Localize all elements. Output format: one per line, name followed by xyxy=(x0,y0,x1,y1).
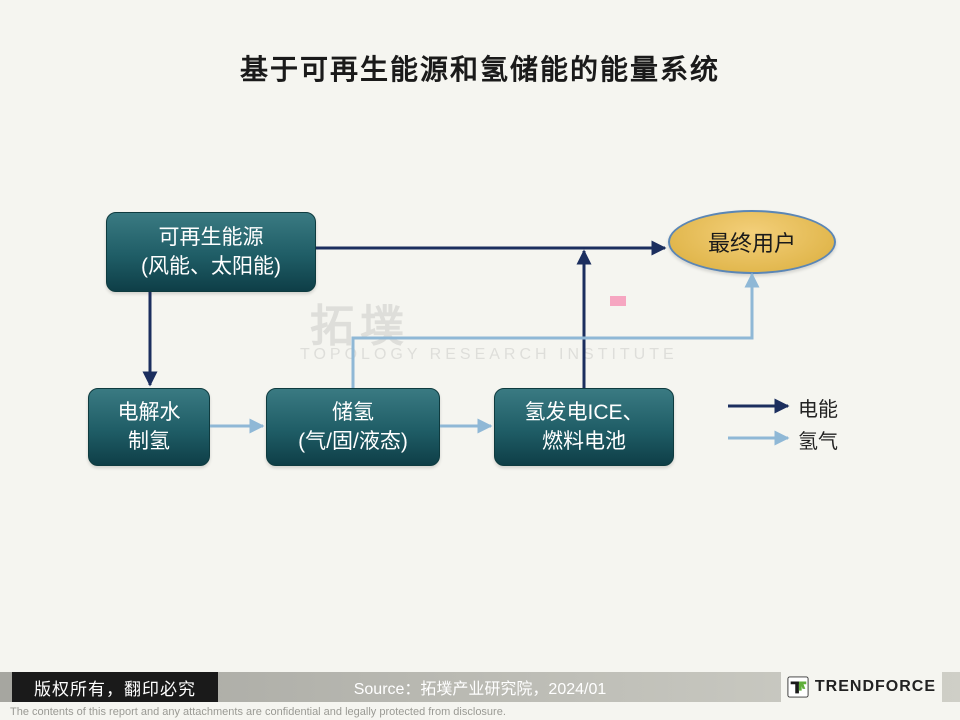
node-electrolysis: 电解水制氢 xyxy=(88,388,210,466)
watermark-sub: TOPOLOGY RESEARCH INSTITUTE xyxy=(300,346,678,364)
page-title: 基于可再生能源和氢储能的能量系统 xyxy=(0,48,960,88)
diagram-canvas: 基于可再生能源和氢储能的能量系统 拓墣 TOPOLOGY RESEARCH IN… xyxy=(0,0,960,720)
footer-disclaimer: The contents of this report and any atta… xyxy=(10,706,506,718)
pink-marker xyxy=(610,296,626,306)
legend-electric-label: 电能 xyxy=(798,393,838,422)
logo-text: TRENDFORCE xyxy=(815,678,936,696)
node-enduser: 最终用户 xyxy=(668,210,836,274)
watermark-main: 拓墣 xyxy=(310,290,410,354)
node-fuelcell: 氢发电ICE、燃料电池 xyxy=(494,388,674,466)
logo-mark-icon xyxy=(787,676,809,698)
trendforce-logo: TRENDFORCE xyxy=(781,672,942,702)
footer-copyright: 版权所有，翻印必究 xyxy=(12,672,218,702)
node-storage: 储氢(气/固/液态) xyxy=(266,388,440,466)
legend-hydrogen-label: 氢气 xyxy=(798,425,838,454)
edges-layer xyxy=(0,0,960,720)
node-renewable: 可再生能源(风能、太阳能) xyxy=(106,212,316,292)
